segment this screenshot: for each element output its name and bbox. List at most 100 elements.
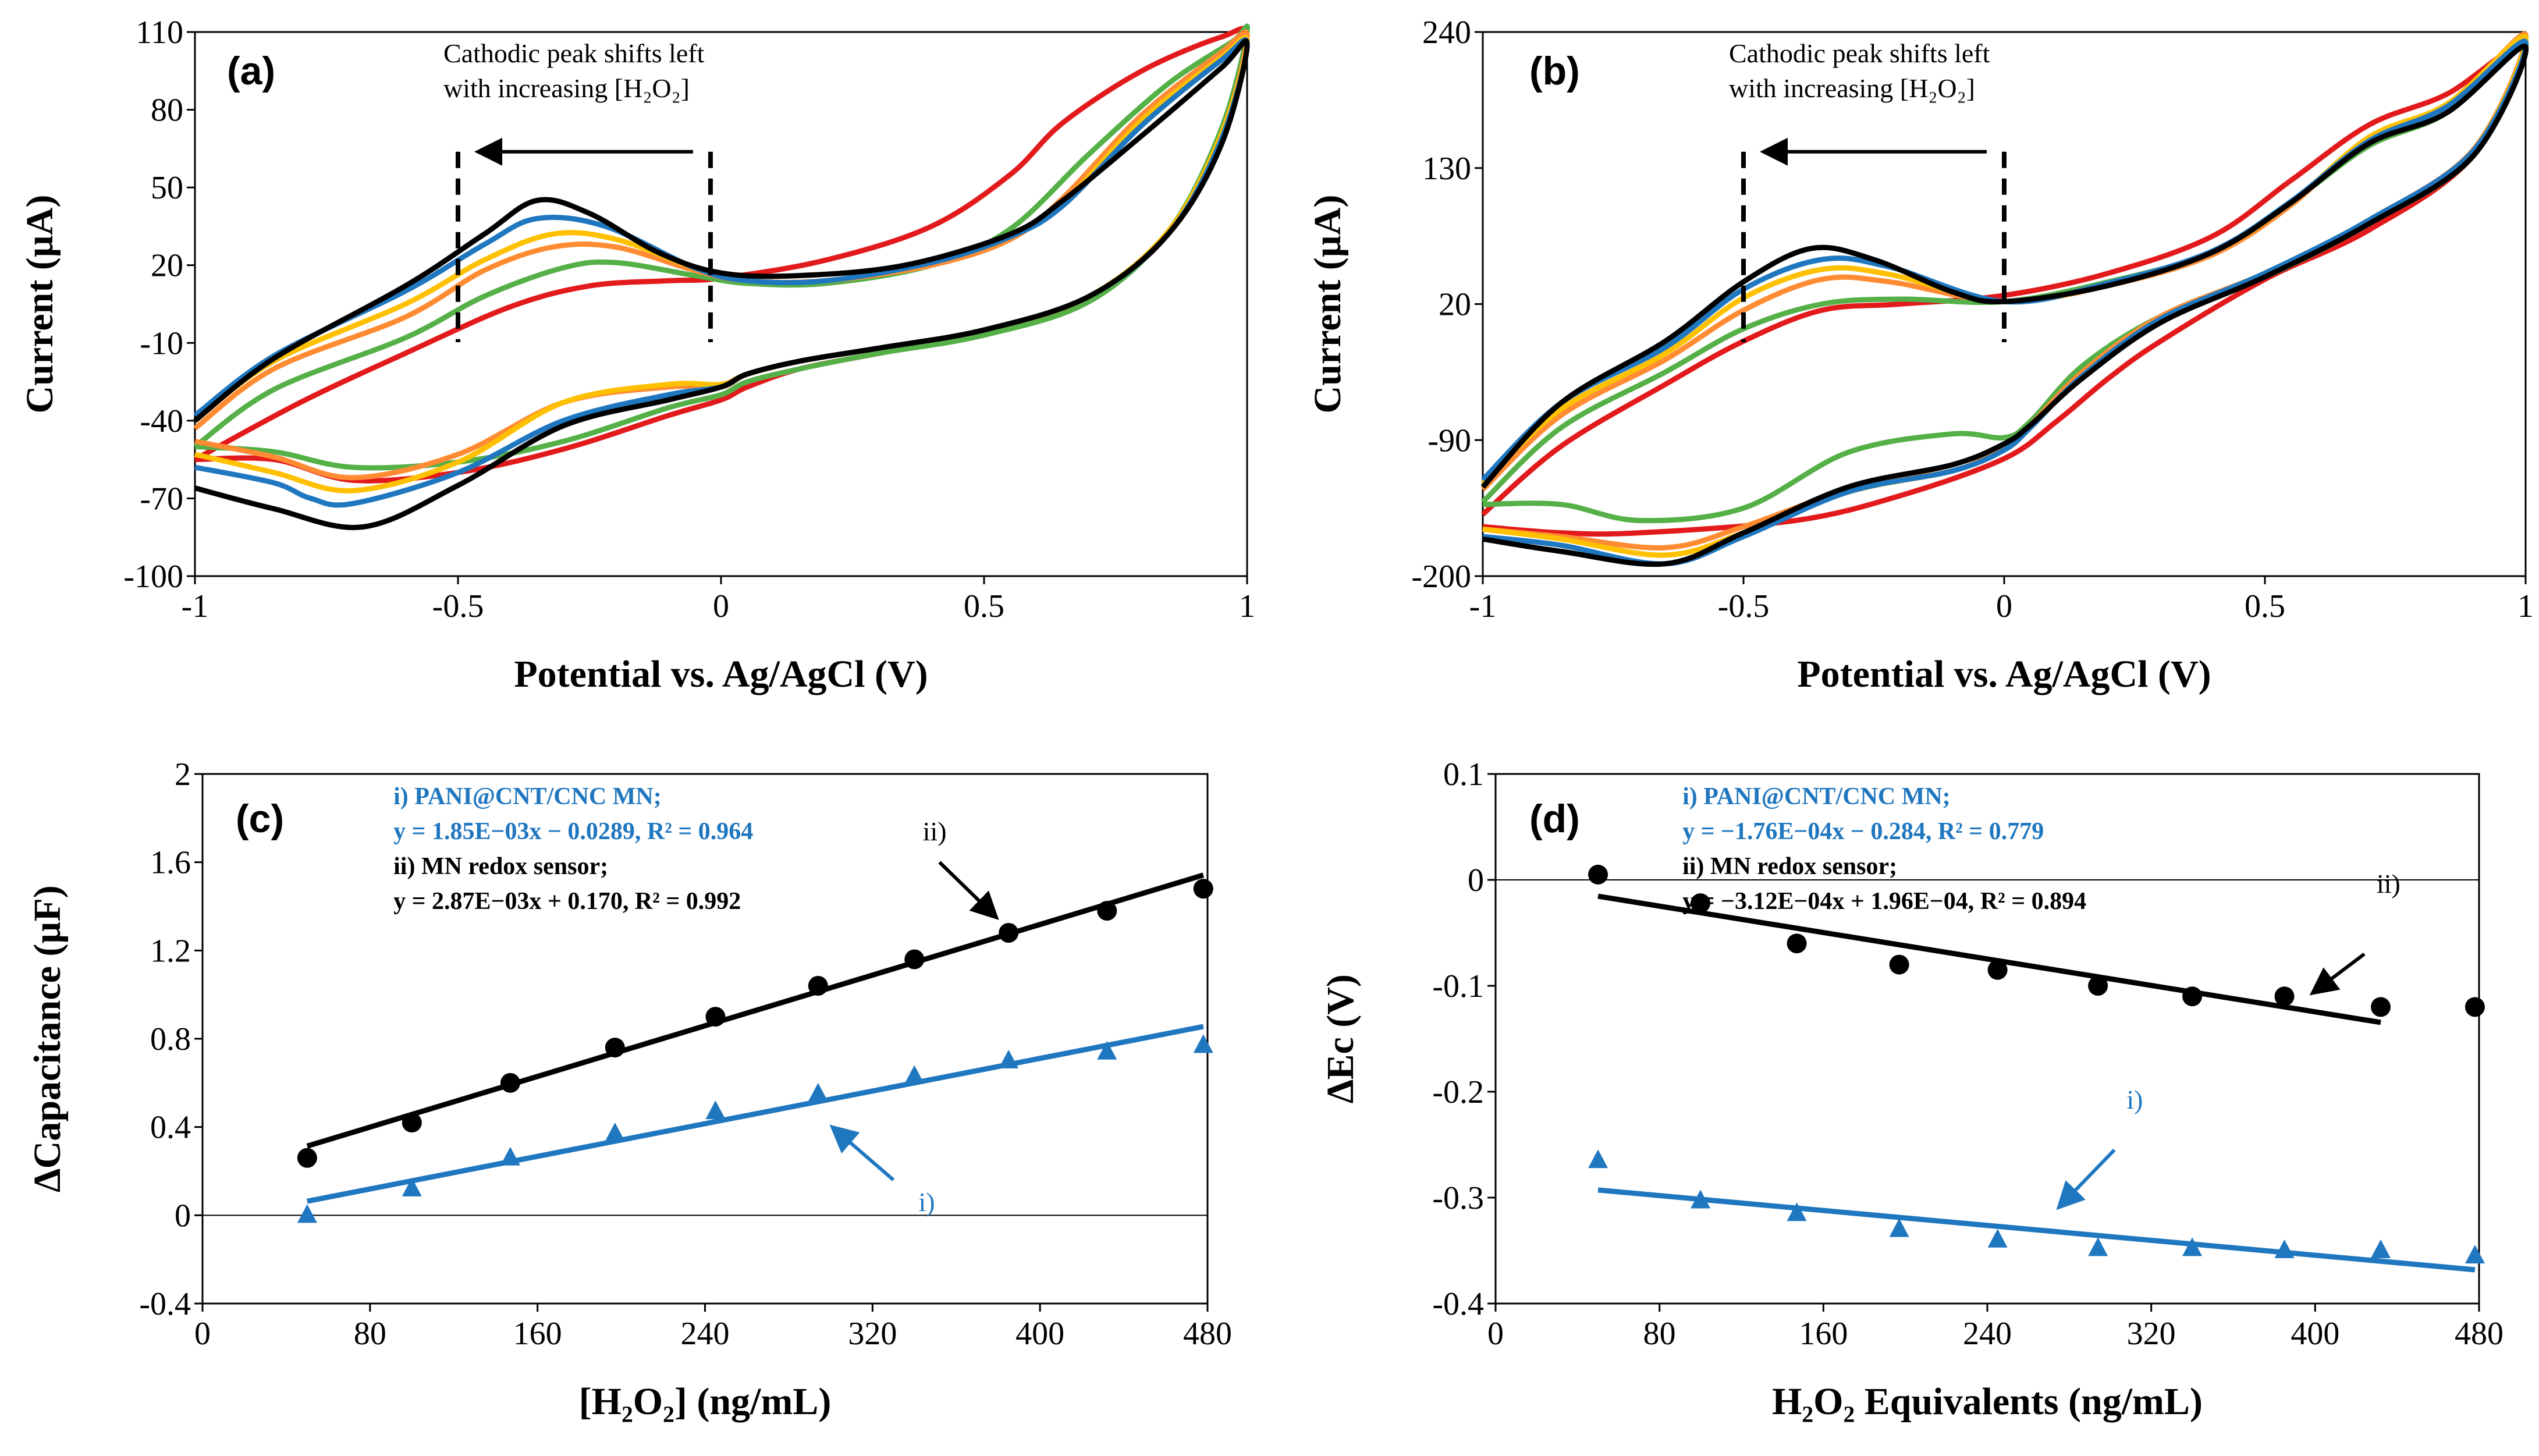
annotation-line-2: with increasing [H₂O₂] [1729, 73, 1975, 103]
x-tick-label: 480 [2455, 1316, 2504, 1352]
annotation-line-2: with increasing [H₂O₂] [443, 73, 690, 103]
y-tick-label: 130 [1422, 151, 1471, 187]
data-point [2274, 1240, 2295, 1258]
annotation-line-1: Cathodic peak shifts left [443, 38, 705, 68]
x-tick-label: 400 [1015, 1316, 1064, 1352]
y-tick-label: 1.2 [150, 933, 191, 969]
x-tick-label: 0 [1487, 1316, 1504, 1352]
cv-curve-black [1480, 43, 2529, 567]
data-point [500, 1146, 520, 1166]
x-axis-title: Potential vs. Ag/AgCl (V) [514, 653, 928, 695]
legend-line: y = −1.76E−04x − 0.284, R² = 0.779 [1682, 818, 2044, 845]
data-point [808, 976, 828, 996]
plot-frame [201, 773, 1209, 1305]
y-tick-label: 0.1 [1443, 757, 1484, 793]
y-axis-title: ∆Ec (V) [1319, 974, 1362, 1103]
data-point [2371, 1240, 2391, 1258]
legend-line: i) PANI@CNT/CNC MN; [393, 783, 662, 810]
y-tick-label: -0.4 [139, 1286, 191, 1322]
x-tick-label: -1 [1469, 588, 1497, 624]
cv-curve-red [193, 26, 1250, 484]
y-axis-title: Current (µA) [1306, 195, 1349, 414]
data-point [1987, 1228, 2008, 1248]
x-tick-label: 320 [2127, 1316, 2176, 1352]
data-point [1889, 1218, 1909, 1237]
x-tick-label: 80 [354, 1316, 386, 1352]
callout-label: ii) [2377, 869, 2400, 899]
x-tick-label: 480 [1183, 1316, 1232, 1352]
data-point [2088, 1237, 2108, 1256]
x-tick-label: 160 [513, 1316, 562, 1352]
data-point [2465, 997, 2485, 1017]
y-axis-title: ∆Capacitance (µF) [26, 885, 69, 1192]
x-tick-label: 0.5 [2245, 588, 2285, 624]
data-point [999, 923, 1019, 943]
data-point [1889, 954, 1909, 975]
x-tick-label: 400 [2291, 1316, 2339, 1352]
data-point [1691, 893, 1711, 914]
y-tick-label: -10 [140, 325, 183, 361]
data-point [705, 1100, 726, 1120]
data-point [904, 1065, 925, 1084]
panel-label: (b) [1529, 49, 1580, 93]
data-point [297, 1204, 317, 1223]
legend-line: y = −3.12E−04x + 1.96E−04, R² = 0.894 [1682, 888, 2086, 915]
legend-line: y = 1.85E−03x − 0.0289, R² = 0.964 [393, 818, 753, 845]
cv-curve-black [193, 38, 1250, 530]
x-tick-label: -0.5 [432, 588, 484, 624]
data-point [2182, 986, 2203, 1007]
data-point [1193, 1034, 1213, 1053]
x-tick-label: 160 [1799, 1316, 1848, 1352]
y-tick-label: -0.3 [1432, 1180, 1484, 1216]
callout-arrow [2309, 953, 2366, 996]
y-tick-label: 1.6 [150, 845, 191, 881]
y-tick-label: 50 [151, 170, 183, 206]
x-tick-label: 240 [1963, 1316, 2012, 1352]
x-tick-label: 240 [681, 1316, 730, 1352]
y-tick-label: 2 [175, 757, 191, 793]
x-tick-label: 0 [194, 1316, 211, 1352]
x-tick-label: 80 [1643, 1316, 1676, 1352]
y-tick-label: -200 [1411, 559, 1471, 595]
callout-label: i) [2126, 1085, 2143, 1114]
data-point [402, 1177, 422, 1196]
y-tick-label: 240 [1422, 15, 1471, 51]
chart-panel-a: -100 -70 -40 -10 20 50 80 110 -1 -0.5 0 0.5 1 Potenti… [19, 15, 1255, 695]
x-tick-label: -1 [182, 588, 209, 624]
legend-line: i) PANI@CNT/CNC MN; [1682, 783, 1951, 810]
x-axis-title: [H₂O₂] (ng/mL) [579, 1380, 832, 1423]
callout-arrow [829, 1124, 895, 1181]
data-point [500, 1073, 520, 1093]
data-point [1097, 1040, 1117, 1060]
fit-line [1597, 1187, 2476, 1273]
legend-line: y = 2.87E−03x + 0.170, R² = 0.992 [393, 888, 741, 915]
fit-line [306, 872, 1205, 1149]
y-tick-label: 0.4 [150, 1110, 191, 1146]
y-tick-label: 20 [151, 248, 183, 284]
data-point [1588, 864, 1608, 885]
x-axis-title: Potential vs. Ag/AgCl (V) [1797, 653, 2211, 695]
y-tick-label: 110 [136, 15, 183, 51]
x-axis-title: H₂O₂ Equivalents (ng/mL) [1772, 1380, 2203, 1423]
y-tick-label: -90 [1427, 422, 1471, 459]
data-point [297, 1148, 317, 1168]
y-tick-label: 0 [175, 1198, 191, 1234]
y-tick-label: 0.8 [150, 1021, 191, 1057]
chart-panel-d: -0.4 -0.3 -0.2 -0.1 0 0.1 0 80 160 240 320 400 480 H₂… [1319, 757, 2504, 1423]
data-point [2465, 1245, 2485, 1264]
y-tick-label: 20 [1439, 287, 1471, 323]
panel-label: (c) [236, 797, 284, 841]
y-tick-label: -40 [140, 403, 183, 439]
fit-line [1597, 893, 2381, 1025]
y-axis-title: Current (µA) [19, 195, 61, 414]
y-tick-label: -0.1 [1432, 968, 1484, 1004]
x-tick-label: 320 [848, 1316, 897, 1352]
legend-line: ii) MN redox sensor; [393, 853, 608, 880]
callout-arrow [938, 861, 999, 921]
data-point [1787, 933, 1807, 954]
x-tick-label: 0.5 [964, 588, 1004, 624]
data-point [1787, 1202, 1807, 1221]
data-point [1193, 879, 1213, 899]
data-point [1987, 960, 2008, 980]
